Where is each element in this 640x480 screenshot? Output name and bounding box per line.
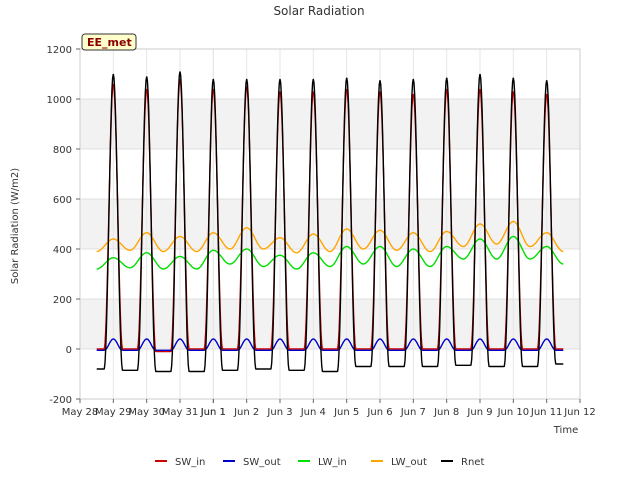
x-tick-label: Jun 8 — [433, 407, 459, 418]
plot-area — [79, 48, 581, 400]
y-tick-label: 400 — [53, 245, 72, 256]
chart-title: Solar Radiation — [273, 4, 364, 18]
x-tick-label: Jun 7 — [400, 407, 426, 418]
x-axis-label: Time — [553, 425, 578, 436]
x-tick-label: Jun 1 — [200, 407, 226, 418]
legend-label: LW_out — [391, 457, 427, 468]
y-tick-label: 0 — [66, 345, 72, 356]
legend: SW_in SW_out LW_in LW_out Rnet — [155, 457, 484, 468]
legend-label: SW_in — [175, 457, 205, 468]
x-tick-label: Jun 3 — [266, 407, 292, 418]
y-tick-label: 1200 — [47, 45, 72, 56]
legend-label: Rnet — [461, 457, 484, 468]
legend-label: SW_out — [243, 457, 281, 468]
series-line-rnet — [96, 71, 564, 373]
x-tick-label: Jun 5 — [333, 407, 359, 418]
y-tick-label: -200 — [49, 395, 72, 406]
y-axis-label: Solar Radiation (W/m2) — [10, 168, 21, 284]
y-tick-label: 600 — [53, 195, 72, 206]
x-tick-label: May 31 — [162, 407, 199, 418]
annotation-label: EE_met — [87, 36, 132, 49]
y-tick-label: 800 — [53, 145, 72, 156]
y-axis-ticks: -200 0 200 400 600 800 1000 1200 — [47, 45, 80, 406]
x-tick-label: Jun 12 — [563, 407, 596, 418]
grid-band — [80, 199, 580, 249]
x-tick-label: Jun 10 — [497, 407, 530, 418]
series-line-sw-out — [96, 338, 564, 351]
plot-frame — [79, 48, 581, 400]
x-tick-label: May 28 — [62, 407, 99, 418]
x-tick-label: Jun 6 — [366, 407, 392, 418]
annotation-box — [81, 33, 137, 51]
y-tick-label: 1000 — [47, 95, 72, 106]
site-annotation: EE_met — [81, 33, 137, 51]
grid-band — [80, 99, 580, 149]
x-tick-label: Jun 9 — [466, 407, 492, 418]
grid-band — [80, 299, 580, 349]
y-tick-label: 200 — [53, 295, 72, 306]
x-tick-label: Jun 1 — [200, 407, 226, 418]
x-tick-label: Jun 4 — [300, 407, 326, 418]
x-tick-label: Jun 2 — [233, 407, 259, 418]
x-tick-label: Jun 11 — [530, 407, 563, 418]
x-tick-label: May 30 — [128, 407, 165, 418]
x-tick-label: May 29 — [95, 407, 132, 418]
legend-label: LW_in — [318, 457, 347, 468]
series-lines — [96, 71, 564, 373]
